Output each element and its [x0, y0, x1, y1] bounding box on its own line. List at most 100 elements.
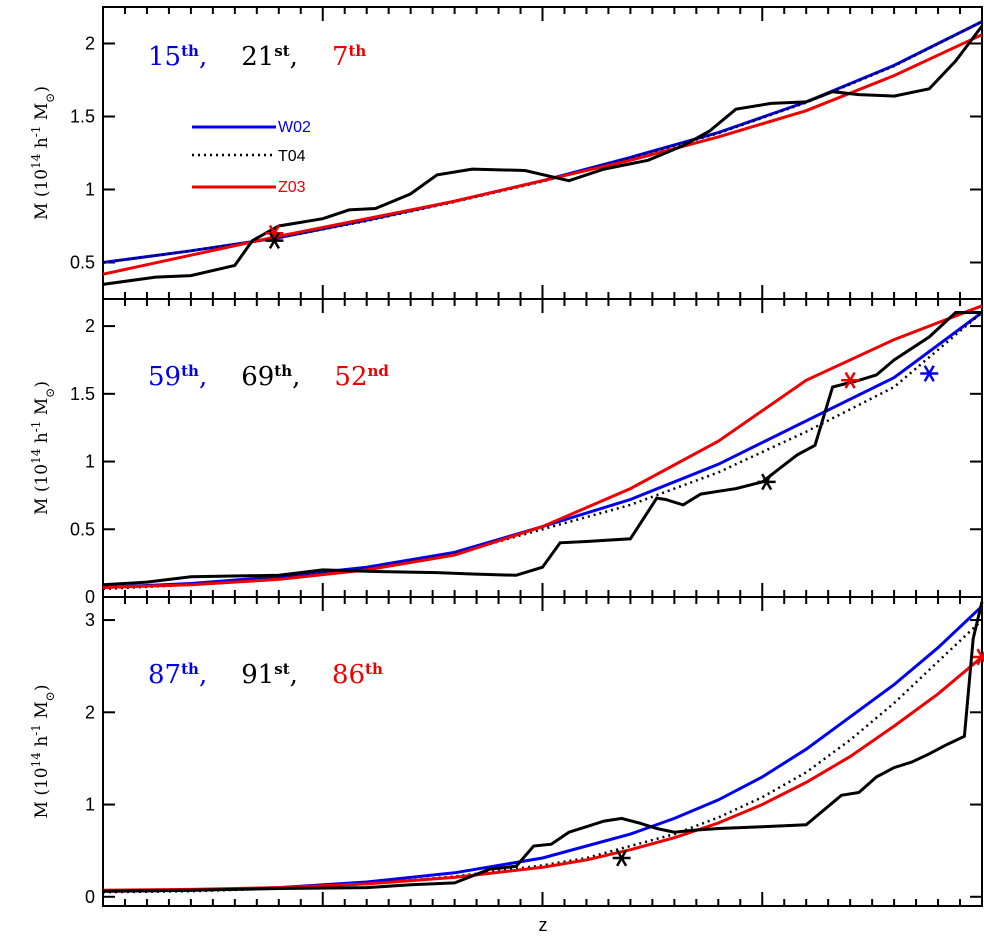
star-marker [265, 232, 284, 250]
rank-annotation: 59th, 69th, 52nd [148, 362, 389, 392]
rank-number: 7 [332, 42, 349, 72]
rank-number: 87 [148, 660, 181, 690]
series-line-w02 [102, 605, 984, 893]
star-marker [973, 648, 984, 666]
rank-annotation: 87th, 91st, 86th [148, 660, 383, 690]
rank-number: 91 [241, 660, 274, 690]
y-axis-label-part: 14 [29, 752, 43, 768]
rank-suffix: st [274, 42, 289, 60]
rank-number: 21 [241, 42, 274, 72]
star-marker [757, 473, 776, 491]
star-marker-stroke [616, 849, 628, 867]
y-tick-label: 2 [85, 702, 95, 722]
y-tick-label: 1 [85, 180, 95, 200]
rank-comma: , [199, 42, 207, 72]
y-tick-label: 1 [85, 452, 95, 472]
series-line-w02 [102, 20, 983, 264]
series-line-w02 [102, 311, 983, 589]
y-tick-label: 1.5 [70, 384, 95, 404]
rank-comma: , [290, 42, 298, 72]
y-axis-label-part: M [32, 398, 52, 421]
rank-number: 15 [148, 42, 181, 72]
y-axis-label-part: ) [32, 381, 52, 388]
rank-suffix: th [181, 42, 199, 60]
plot-frame [102, 298, 983, 598]
star-marker [920, 365, 939, 382]
rank-comma: , [292, 362, 300, 392]
y-tick-label: 3 [85, 610, 95, 630]
star-marker [612, 849, 631, 867]
rank-suffix: st [274, 660, 289, 678]
star-marker-stroke [268, 232, 280, 250]
star-marker-stroke [923, 365, 935, 382]
rank-comma: , [199, 660, 207, 690]
y-axis-label-part: ) [32, 685, 52, 692]
y-axis-label-part: M [32, 701, 52, 724]
y-axis-label-part: ⊙ [43, 691, 57, 701]
y-tick-label: 0.5 [70, 253, 95, 273]
rank-number: 86 [332, 660, 365, 690]
rank-suffix: th [365, 660, 383, 678]
y-axis-label-part: ⊙ [43, 388, 57, 398]
y-axis-label-part: M [32, 103, 52, 126]
rank-number: 52 [334, 362, 367, 392]
y-axis-label-part: -1 [29, 126, 43, 138]
y-axis-label-part: ) [32, 86, 52, 93]
y-axis-label-part: 14 [29, 448, 43, 464]
plot-frame [102, 6, 983, 300]
rank-number: 69 [241, 362, 274, 392]
legend-label-w02: W02 [278, 119, 311, 136]
rank-suffix: th [181, 362, 199, 380]
x-axis-label: z [539, 915, 548, 935]
y-axis-label-part: -1 [29, 421, 43, 433]
series-line-t04 [102, 311, 983, 591]
y-tick-label: 1 [85, 795, 95, 815]
y-tick-label: 0 [85, 887, 95, 907]
star-marker [841, 371, 860, 389]
star-marker-stroke [761, 473, 773, 491]
rank-number: 59 [148, 362, 181, 392]
y-axis-label-part: ⊙ [43, 93, 57, 103]
y-tick-label: 0.5 [70, 519, 95, 539]
rank-comma: , [199, 362, 207, 392]
y-axis-label-part: 14 [29, 153, 43, 169]
y-axis-label-part: h [32, 432, 52, 448]
y-tick-label: 0 [85, 587, 95, 607]
y-tick-label: 1.5 [70, 107, 95, 127]
rank-comma: , [290, 660, 298, 690]
y-tick-label: 2 [85, 316, 95, 336]
y-axis-label: M (1014 h-1 M⊙) [29, 381, 57, 515]
series-line-simulated [102, 311, 982, 587]
y-axis-label-part: M (10 [32, 169, 52, 220]
rank-suffix: th [274, 362, 292, 380]
y-axis-label-part: -1 [29, 724, 43, 736]
y-axis-label: M (1014 h-1 M⊙) [29, 86, 57, 220]
series-line-t04 [102, 619, 983, 894]
legend-label-z03: Z03 [278, 179, 306, 196]
series-line-simulated [102, 25, 984, 286]
plot-frame [102, 596, 983, 907]
star-marker [265, 224, 284, 242]
series-line-simulated [102, 601, 984, 893]
y-tick-label: 2 [85, 34, 95, 54]
series-line-z03 [102, 655, 983, 892]
y-axis-label-part: h [32, 736, 52, 752]
series-line-z03 [102, 304, 983, 589]
y-axis-label-part: M (10 [32, 767, 52, 818]
rank-suffix: nd [368, 362, 390, 380]
legend-label-t04: T04 [278, 148, 306, 165]
rank-annotation: 15th, 21st, 7th [148, 42, 366, 72]
star-marker-stroke [976, 650, 984, 666]
y-axis-label: M (1014 h-1 M⊙) [29, 685, 57, 819]
star-marker-stroke [844, 371, 856, 389]
series-line-t04 [102, 20, 983, 264]
legend: W02 T04 Z03 [192, 119, 311, 196]
y-axis-label-part: h [32, 137, 52, 153]
rank-suffix: th [181, 660, 199, 678]
y-axis-label-part: M (10 [32, 464, 52, 515]
